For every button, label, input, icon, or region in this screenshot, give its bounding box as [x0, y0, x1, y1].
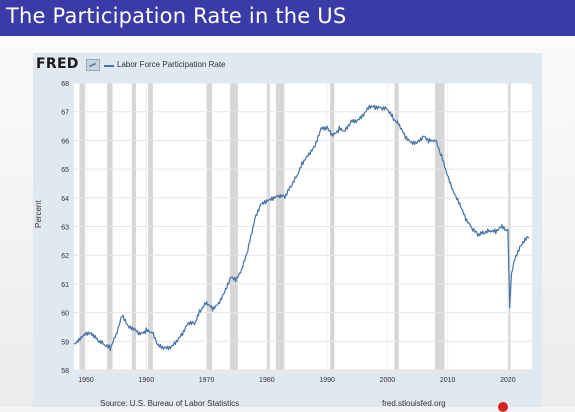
y-tick-label: 60 — [61, 311, 69, 318]
fred-logo: FRED — [36, 56, 79, 72]
legend-label: Labor Force Participation Rate — [117, 60, 226, 69]
y-tick-label: 62 — [61, 253, 69, 260]
x-tick-label: 1970 — [199, 377, 215, 384]
y-tick-label: 61 — [61, 282, 69, 289]
series-line — [73, 104, 530, 352]
x-tick-label: 2020 — [500, 377, 516, 384]
y-tick-label: 65 — [61, 167, 69, 174]
fred-chart-icon — [86, 59, 100, 71]
slide-header: The Participation Rate in the US — [0, 0, 575, 36]
x-tick-label: 1980 — [259, 377, 275, 384]
site-url: fred.stlouisfed.org — [382, 399, 446, 408]
slide-title: The Participation Rate in the US — [6, 4, 347, 28]
x-tick-label: 2000 — [380, 377, 396, 384]
y-tick-label: 67 — [61, 110, 69, 117]
x-tick-label: 2010 — [440, 377, 456, 384]
y-tick-label: 58 — [61, 368, 69, 375]
y-tick-label: 66 — [61, 138, 69, 145]
y-tick-label: 68 — [61, 81, 69, 88]
y-tick-label: 59 — [61, 339, 69, 346]
x-tick-label: 1990 — [319, 377, 335, 384]
y-tick-label: 63 — [61, 225, 69, 232]
x-tick-label: 1950 — [78, 377, 94, 384]
x-tick-label: 1960 — [139, 377, 155, 384]
source-note: Source: U.S. Bureau of Labor Statistics — [100, 399, 240, 408]
y-tick-label: 64 — [61, 196, 69, 203]
legend-swatch — [104, 65, 114, 67]
